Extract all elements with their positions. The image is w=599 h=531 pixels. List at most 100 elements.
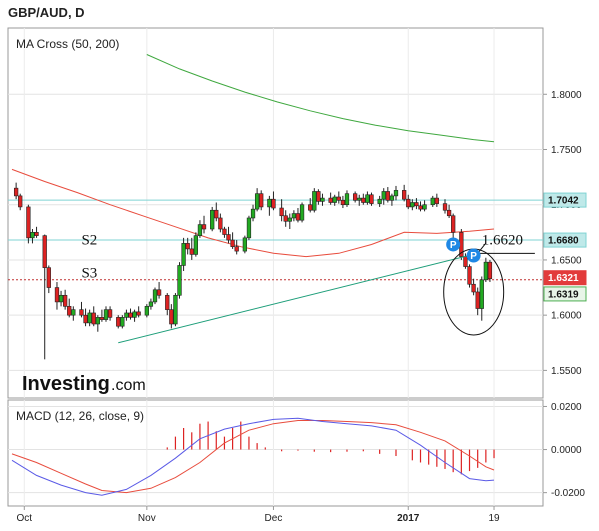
price-tag-box <box>543 270 587 286</box>
candle <box>336 191 341 204</box>
annotation-1-6620: 1.6620 <box>482 232 523 248</box>
candle-body <box>230 239 235 247</box>
candle <box>340 195 346 209</box>
candle-body <box>271 198 276 209</box>
main-pane <box>7 27 544 399</box>
candle <box>434 193 439 207</box>
candle-body <box>340 199 346 206</box>
candle-body <box>471 283 476 293</box>
candle <box>30 229 35 244</box>
candle-body <box>446 209 452 217</box>
candle <box>377 195 382 207</box>
candle <box>279 199 284 222</box>
candle-body <box>63 294 68 307</box>
candle-body <box>26 206 31 239</box>
macd-y-tick-label: 0.0200 <box>551 402 582 413</box>
price-tag-label: 1.6319 <box>548 289 579 300</box>
candle-body <box>185 243 190 250</box>
candle <box>95 315 100 332</box>
candle-body <box>201 224 207 230</box>
candle-body <box>308 204 313 211</box>
candle <box>430 195 435 207</box>
chart-title: GBP/AUD, D <box>8 5 85 20</box>
candle <box>79 301 84 318</box>
candle <box>165 293 170 316</box>
candle <box>471 278 476 296</box>
y-tick-label: 1.6000 <box>551 311 582 322</box>
candle-body <box>91 312 96 325</box>
candle <box>295 208 301 223</box>
pivot-marker-circle <box>446 237 461 252</box>
candle-body <box>381 191 386 200</box>
candle-body <box>463 256 468 267</box>
candle <box>365 191 370 205</box>
candle-body <box>156 289 162 296</box>
annotation-s2: S2 <box>81 232 97 248</box>
pivot-marker-label: P <box>450 240 457 251</box>
investing-logo: Investing .com <box>22 373 146 395</box>
candle <box>246 215 252 241</box>
candle-body <box>475 291 480 309</box>
candle <box>271 191 276 211</box>
annotation-s3: S3 <box>81 266 97 282</box>
price-tag-box <box>543 192 587 208</box>
candle <box>132 309 137 322</box>
candle <box>87 309 92 327</box>
candle <box>54 282 60 310</box>
candle <box>451 213 456 238</box>
candle <box>218 213 223 233</box>
candle <box>381 188 386 205</box>
candle-body <box>250 208 256 219</box>
candle-body <box>246 217 252 239</box>
candle-body <box>218 217 223 230</box>
macd-line <box>11 417 495 496</box>
price-tags: 1.7042 1.6680 1.6321 1.6319 <box>543 192 587 302</box>
candle <box>103 306 109 322</box>
candle-body <box>58 294 64 303</box>
candle <box>234 240 239 255</box>
pivot-marker: P <box>446 237 461 252</box>
candle <box>287 213 292 230</box>
candle <box>389 193 395 206</box>
candle-body <box>120 317 125 327</box>
y-tick-label: 1.6500 <box>551 255 582 266</box>
candle-body <box>410 202 415 208</box>
x-tick-label: Oct <box>17 513 33 524</box>
candle <box>402 184 407 202</box>
pivot-marker: P <box>466 248 481 263</box>
candle-body <box>226 234 231 241</box>
candle-body <box>132 311 137 318</box>
macd-y-tick-label: -0.0200 <box>551 488 585 499</box>
grid-macd <box>8 400 543 506</box>
trendline <box>118 252 478 344</box>
candle-body <box>83 314 88 324</box>
candle-body <box>103 309 109 320</box>
candle-body <box>210 209 215 230</box>
macd-series <box>11 417 495 496</box>
candle <box>201 215 207 234</box>
candle <box>320 193 325 206</box>
candle-body <box>418 205 423 210</box>
price-tag-box <box>543 286 587 302</box>
candle-body <box>136 311 141 316</box>
candle-body <box>222 228 227 235</box>
candle-body <box>430 197 435 206</box>
candle <box>46 265 51 294</box>
drawings: S2 S3 1.6620 P P <box>81 232 535 344</box>
candle <box>193 232 198 257</box>
candle-body <box>124 312 129 318</box>
candle-body <box>316 191 321 202</box>
moving-averages <box>11 54 495 258</box>
candle-body <box>79 309 84 316</box>
candle-body <box>369 194 374 204</box>
candle-body <box>402 190 407 200</box>
candle-body <box>406 198 411 208</box>
candle-body <box>169 309 174 325</box>
candle-body <box>487 261 493 280</box>
x-tick-label: 2017 <box>397 513 420 524</box>
candle <box>214 202 219 222</box>
candle-body <box>389 195 395 201</box>
candle <box>120 315 125 329</box>
candle <box>58 290 64 307</box>
candle <box>197 220 203 238</box>
